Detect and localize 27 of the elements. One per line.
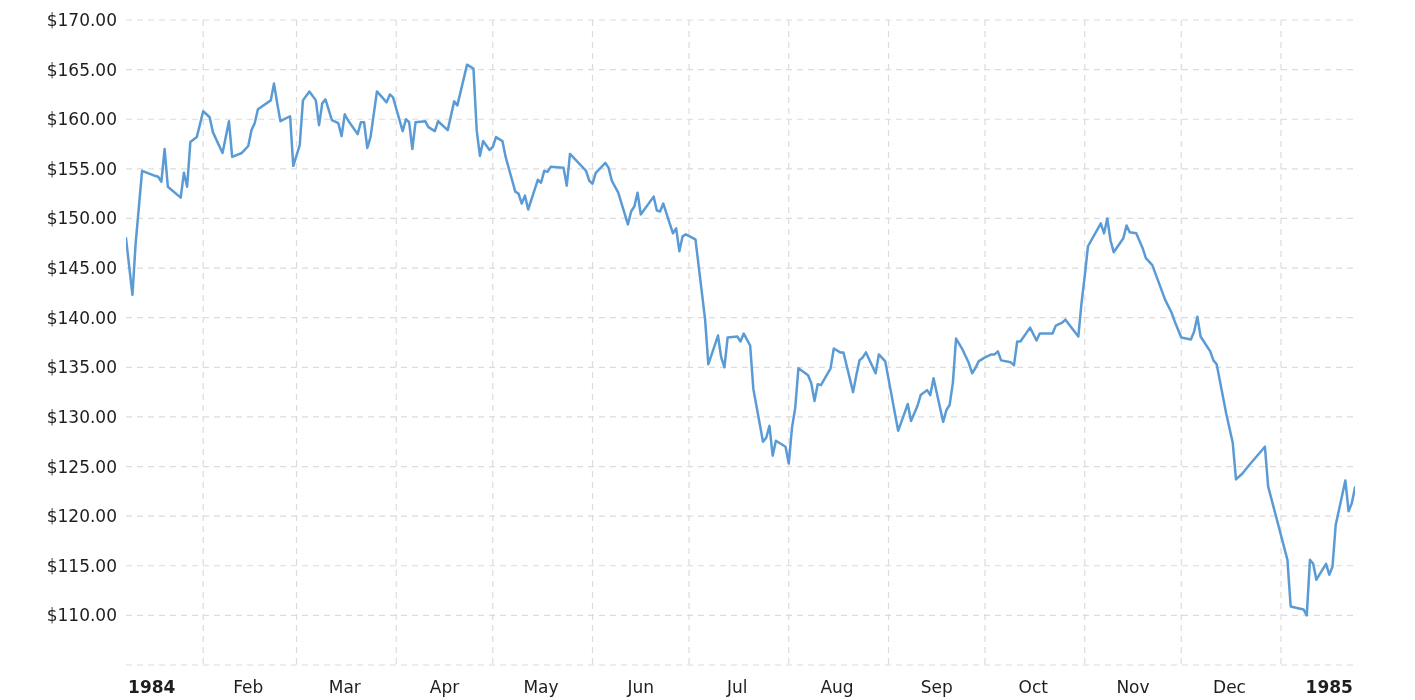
y-tick-label: $125.00 xyxy=(46,456,117,477)
x-tick-label: Jun xyxy=(626,677,655,698)
x-tick-label: 1985 xyxy=(1305,677,1353,698)
y-tick-label: $115.00 xyxy=(46,555,117,576)
x-tick-label: Dec xyxy=(1213,677,1246,698)
x-tick-label: Mar xyxy=(328,677,361,698)
y-tick-label: $145.00 xyxy=(46,258,117,279)
y-tick-label: $120.00 xyxy=(46,506,117,527)
x-tick-label: Nov xyxy=(1116,677,1150,698)
x-tick-label: Sep xyxy=(920,677,953,698)
y-tick-label: $170.00 xyxy=(46,10,117,31)
y-tick-label: $140.00 xyxy=(46,307,117,328)
x-tick-label: Jul xyxy=(726,677,748,698)
y-tick-label: $150.00 xyxy=(46,208,117,229)
x-tick-label: Apr xyxy=(429,677,460,698)
y-tick-label: $160.00 xyxy=(46,109,117,130)
y-tick-label: $155.00 xyxy=(46,158,117,179)
y-tick-label: $130.00 xyxy=(46,406,117,427)
x-tick-label: 1984 xyxy=(128,677,176,698)
x-tick-label: Feb xyxy=(233,677,264,698)
y-tick-label: $165.00 xyxy=(46,59,117,80)
y-tick-label: $135.00 xyxy=(46,357,117,378)
x-tick-label: Oct xyxy=(1018,677,1049,698)
line-series xyxy=(126,63,1355,617)
x-tick-label: Aug xyxy=(820,677,854,698)
x-tick-label: May xyxy=(523,677,559,698)
y-tick-label: $110.00 xyxy=(46,605,117,626)
